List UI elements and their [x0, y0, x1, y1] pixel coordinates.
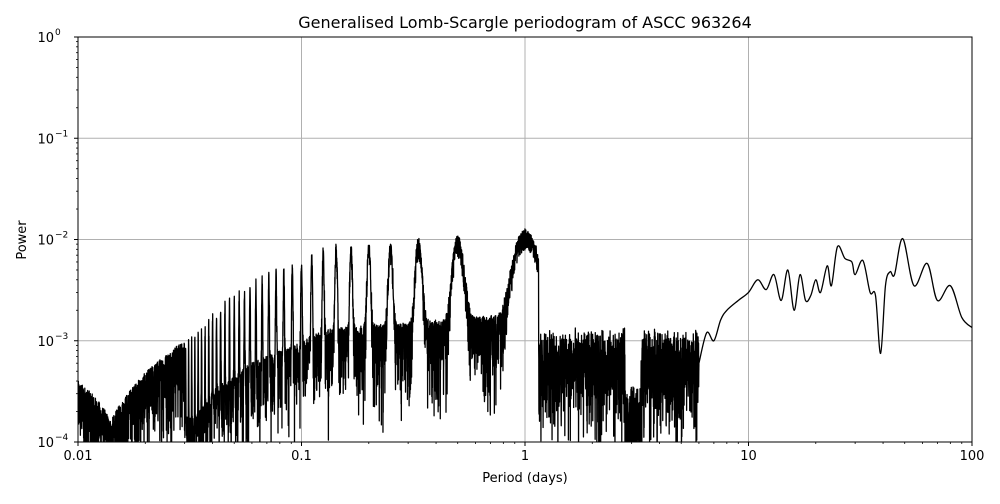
y-tick-label: 10	[37, 132, 54, 147]
x-tick-label: 100	[960, 449, 985, 464]
y-tick-label: 10	[37, 234, 54, 249]
y-axis-label: Power	[15, 220, 30, 260]
x-tick-label: 0.01	[64, 449, 93, 464]
y-tick-label: 10	[37, 335, 54, 350]
chart-title: Generalised Lomb-Scargle periodogram of …	[298, 13, 752, 32]
y-tick-exponent: −1	[55, 129, 68, 139]
x-axis-ticks: 0.01 0.1 1 10 100	[64, 442, 985, 464]
y-tick-exponent: 0	[55, 28, 61, 38]
y-tick-base: 10	[37, 234, 54, 249]
y-tick-base: 10	[37, 132, 54, 147]
y-tick-base: 10	[37, 31, 54, 46]
power-series-line	[78, 228, 972, 442]
y-tick-label: 10	[37, 31, 54, 46]
x-tick-label: 0.1	[291, 449, 312, 464]
y-tick-exponent: −4	[55, 433, 69, 443]
x-tick-label: 1	[521, 449, 529, 464]
y-tick-label: 10	[37, 436, 54, 451]
periodogram-line	[78, 228, 972, 442]
x-axis-label: Period (days)	[482, 471, 568, 486]
x-tick-label: 10	[740, 449, 757, 464]
y-tick-exponent: −2	[55, 231, 68, 241]
y-tick-base: 10	[37, 335, 54, 350]
y-tick-base: 10	[37, 436, 54, 451]
y-tick-exponent: −3	[55, 332, 68, 342]
